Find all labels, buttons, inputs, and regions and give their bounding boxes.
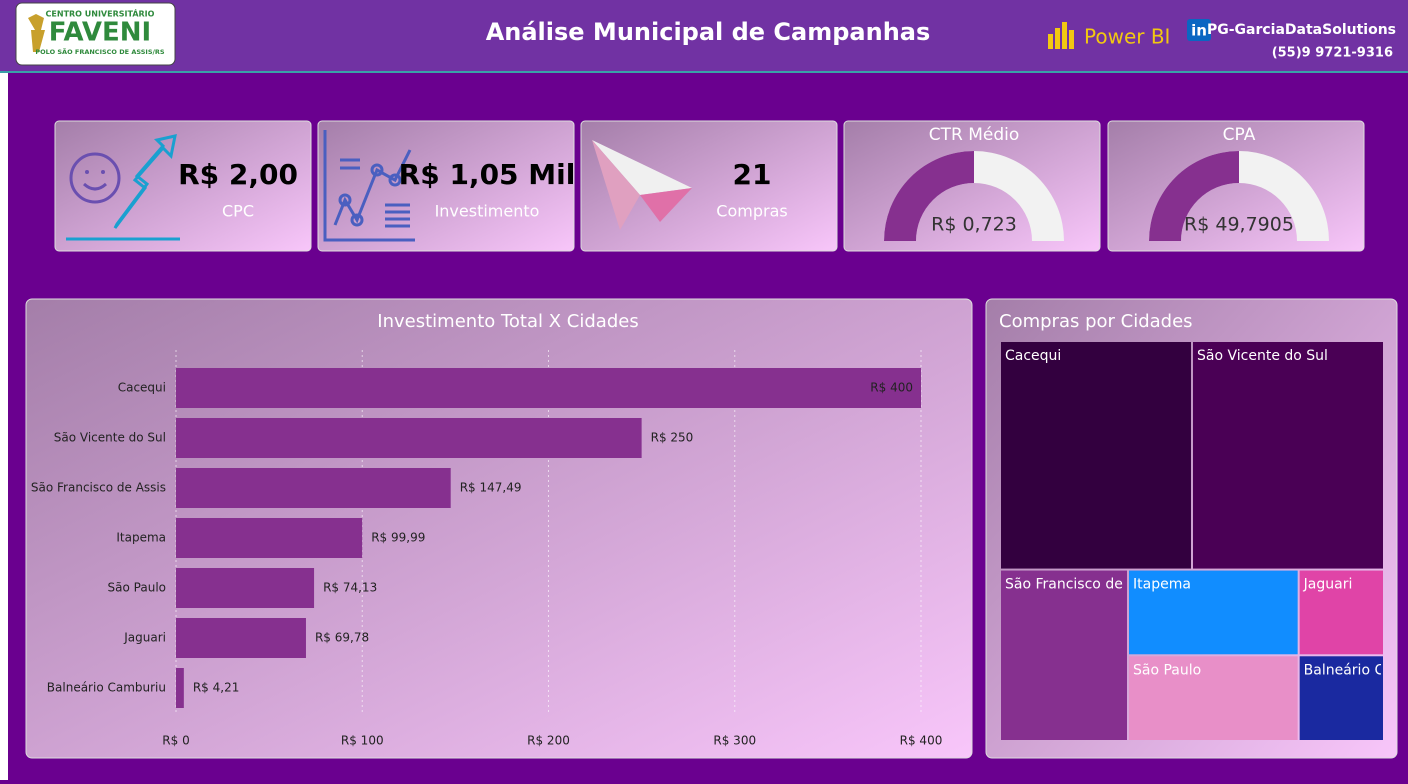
logo-torch (28, 14, 45, 52)
gauge-fill (1149, 151, 1239, 241)
logo-name: FAVENI (49, 18, 151, 48)
x-tick-label: R$ 400 (900, 734, 943, 748)
gauge-value: R$ 0,723 (931, 214, 1017, 236)
left-edge (0, 0, 8, 780)
bar (176, 618, 306, 658)
linkedin-label: in (1191, 22, 1207, 40)
investment-icon (323, 130, 415, 242)
kpi-label: CPC (222, 202, 254, 221)
tile-label: Balneário Camburiu (1304, 662, 1408, 678)
value-label: R$ 99,99 (371, 531, 425, 545)
powerbi-icon (1048, 22, 1074, 49)
tile-label: São Paulo (1133, 662, 1201, 678)
treemap-tile (1129, 656, 1298, 740)
value-label: R$ 400 (870, 381, 913, 395)
tile-label: Jaguari (1303, 577, 1353, 593)
kpi-value: 21 (733, 158, 772, 191)
kpi-card (54, 120, 312, 252)
y-tick-label: Balneário Camburiu (47, 681, 166, 695)
bar-card (25, 298, 973, 759)
x-tick-label: R$ 100 (341, 734, 384, 748)
x-tick-label: R$ 0 (162, 734, 189, 748)
logo-box (15, 2, 176, 66)
cpc-icon (66, 134, 180, 241)
bar (176, 368, 921, 408)
tile-label: São Francisco de Assis (1005, 577, 1163, 593)
linkedin-icon (1187, 19, 1211, 41)
bar (176, 668, 184, 708)
y-tick-label: Cacequi (118, 381, 166, 395)
gauge-title: CPA (1223, 125, 1256, 145)
x-tick-label: R$ 300 (713, 734, 756, 748)
treemap-tile (1299, 570, 1383, 655)
gauge-fill (884, 151, 974, 241)
kpi-value: R$ 1,05 Mil (399, 158, 576, 191)
gauge-title: CTR Médio (929, 125, 1020, 145)
treemap-tile (1193, 342, 1383, 569)
treemap-tile (1001, 570, 1127, 740)
y-tick-label: Jaguari (123, 631, 166, 645)
kpi-card (317, 120, 575, 252)
paper-plane-icon (592, 140, 692, 230)
value-label: R$ 69,78 (315, 631, 369, 645)
kpi-label: Compras (716, 202, 787, 221)
kpi-value: R$ 2,00 (178, 158, 298, 191)
x-tick-label: R$ 200 (527, 734, 570, 748)
gauge-value: R$ 49,7905 (1184, 214, 1294, 236)
kpi-card (580, 120, 838, 252)
chart-title: Compras por Cidades (999, 311, 1193, 332)
author: PG-GarciaDataSolutions (1207, 22, 1396, 38)
y-tick-label: São Paulo (108, 581, 166, 595)
tile-label: Cacequi (1005, 348, 1061, 364)
y-tick-label: Itapema (116, 531, 166, 545)
chart-title: Investimento Total X Cidades (377, 311, 638, 332)
value-label: R$ 74,13 (323, 581, 377, 595)
header-bar (0, 0, 1408, 72)
logo-top: CENTRO UNIVERSITÁRIO (46, 8, 155, 19)
page-title: Análise Municipal de Campanhas (486, 18, 931, 46)
tile-label: São Vicente do Sul (1197, 348, 1328, 364)
value-label: R$ 147,49 (460, 481, 522, 495)
bar (176, 418, 642, 458)
bar (176, 468, 451, 508)
bar (176, 518, 363, 558)
treemap-tile (1001, 342, 1191, 569)
logo-bottom: POLO SÃO FRANCISCO DE ASSIS/RS (35, 47, 165, 56)
y-tick-label: São Francisco de Assis (31, 481, 166, 495)
bar (176, 568, 315, 608)
phone: (55)9 9721-9316 (1272, 46, 1393, 61)
powerbi-label: Power BI (1084, 25, 1170, 49)
tile-label: Itapema (1133, 577, 1191, 593)
value-label: R$ 4,21 (193, 681, 240, 695)
value-label: R$ 250 (651, 431, 694, 445)
treemap-tile (1299, 656, 1383, 740)
y-tick-label: São Vicente do Sul (54, 431, 166, 445)
kpi-label: Investimento (435, 202, 540, 221)
treemap-tile (1129, 570, 1298, 655)
